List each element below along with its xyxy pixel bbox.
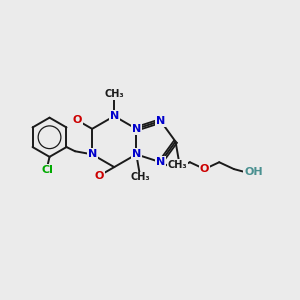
Text: N: N	[156, 157, 165, 167]
Text: O: O	[95, 171, 104, 181]
Text: Cl: Cl	[41, 165, 53, 175]
Text: CH₃: CH₃	[104, 89, 124, 99]
Text: N: N	[156, 116, 165, 126]
Text: N: N	[88, 149, 97, 159]
Text: CH₃: CH₃	[168, 160, 187, 170]
Text: OH: OH	[244, 167, 263, 177]
Text: N: N	[132, 124, 141, 134]
Text: N: N	[110, 111, 119, 121]
Text: N: N	[132, 149, 141, 159]
Text: O: O	[200, 164, 209, 174]
Text: CH₃: CH₃	[131, 172, 151, 182]
Text: O: O	[73, 115, 82, 125]
